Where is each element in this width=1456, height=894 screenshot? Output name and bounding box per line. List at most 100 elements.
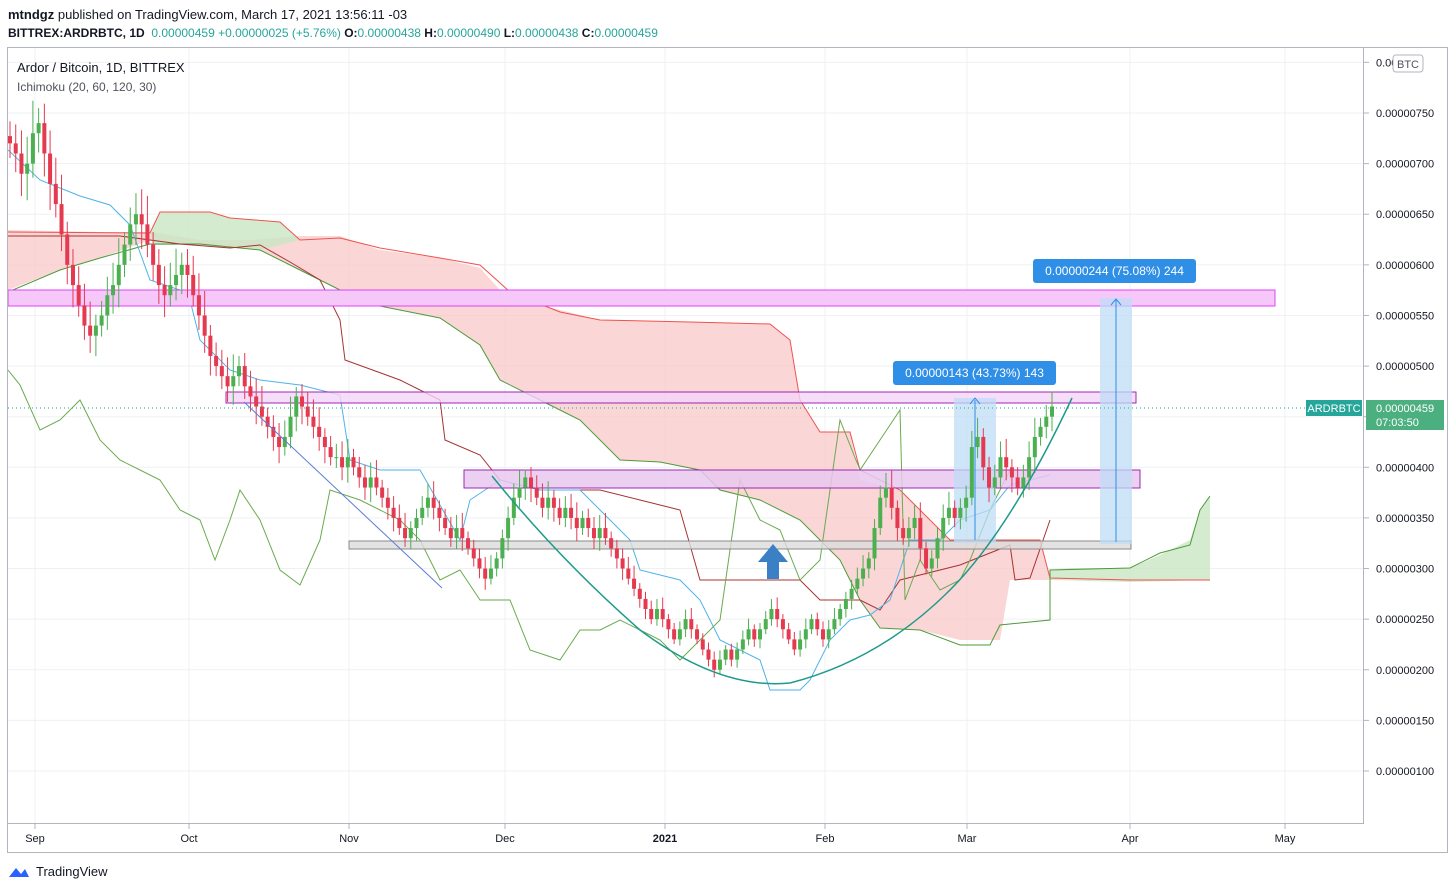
measure-label-2-text: 0.00000244 (75.08%) 244 (1045, 264, 1184, 278)
candle-body (254, 396, 259, 407)
candle-body (1027, 457, 1032, 478)
candle-body (1044, 416, 1049, 427)
measure-label-1: 0.00000143 (43.73%) 143 (893, 361, 1056, 385)
publish-info: published on TradingView.com, March 17, … (57, 7, 408, 22)
candle-body (924, 548, 929, 569)
candle-body (849, 588, 854, 599)
candle-body (111, 285, 116, 296)
candle-body (208, 335, 213, 356)
candle-body (53, 183, 58, 205)
resistance-zone-1 (8, 289, 1276, 307)
candle-body (380, 487, 385, 498)
candle-body (82, 305, 87, 326)
candle-body (403, 528, 408, 539)
footer-brand[interactable]: TradingView (8, 864, 108, 879)
measure-label-1-text: 0.00000143 (43.73%) 143 (905, 366, 1044, 380)
low-label: L: (503, 26, 516, 40)
currency-tag: BTC (1392, 54, 1424, 73)
candle-body (683, 619, 688, 630)
kumo-green-1 (150, 212, 300, 250)
candle-body (328, 447, 333, 458)
rounding-bottom-curve (491, 397, 1073, 685)
candle-body (443, 517, 448, 529)
indicator-legend[interactable]: Ichimoku (20, 60, 120, 30) (17, 80, 157, 94)
candle-body (288, 416, 293, 437)
candle-body (695, 629, 700, 640)
candle-body (70, 264, 75, 286)
candle-body (706, 649, 711, 660)
candle-body (895, 507, 900, 529)
candle-body (809, 619, 814, 630)
candle-body (987, 467, 992, 488)
currency-label: BTC (1397, 59, 1419, 71)
y-tick-label: 0.00000750 (1376, 108, 1434, 120)
candle-body (614, 548, 619, 559)
candle-body (311, 416, 316, 427)
high-label: H: (424, 26, 437, 40)
candle-body (30, 133, 35, 164)
candle-body (769, 609, 774, 620)
candle-body (477, 558, 482, 569)
candle-body (471, 548, 476, 559)
chart-pane[interactable] (7, 47, 1364, 824)
candle-body (981, 436, 986, 468)
candle-body (677, 629, 682, 640)
candle-body (798, 639, 803, 650)
candle-body (529, 477, 533, 488)
x-tick-label: Oct (180, 833, 197, 845)
symbol-tag: ARDRBTC (1307, 403, 1360, 415)
price-axis[interactable] (1364, 47, 1448, 824)
y-tick-label: 0.00000400 (1376, 462, 1434, 474)
candle-body (1015, 477, 1020, 488)
author-name[interactable]: mtndgz (8, 7, 55, 22)
candle-body (500, 538, 505, 559)
y-tick-label: 0.00000600 (1376, 260, 1434, 272)
candle-body (855, 578, 860, 589)
candle-body (729, 649, 734, 660)
y-tick-label: 0.00000150 (1376, 715, 1434, 727)
candle-body (128, 224, 133, 245)
candle-body (574, 517, 579, 529)
candle-body (792, 639, 797, 650)
change-value: +0.00000025 (+5.76%) (218, 26, 341, 40)
candle-body (420, 507, 425, 518)
open-label: O: (344, 26, 358, 40)
candle-body (1038, 426, 1043, 437)
candle-body (517, 487, 522, 498)
candle-body (580, 517, 585, 529)
x-tick-label: Feb (816, 833, 835, 845)
candle-body (946, 507, 951, 518)
candle-body (322, 436, 327, 448)
candle-body (889, 487, 894, 508)
close-value: 0.00000459 (594, 26, 658, 40)
time-axis[interactable] (7, 824, 1448, 853)
candle-body (815, 619, 820, 630)
candle-body (654, 609, 659, 620)
candle-body (717, 659, 722, 670)
close-label: C: (581, 26, 595, 40)
y-tick-label: 0.00000100 (1376, 766, 1434, 778)
x-tick-label: May (1275, 833, 1296, 845)
symbol-label: BITTREX:ARDRBTC, 1D (8, 26, 145, 40)
candle-body (700, 639, 705, 650)
candle-body (116, 264, 121, 286)
candle-body (935, 538, 940, 559)
candle-body (569, 507, 574, 518)
candle-body (466, 538, 471, 549)
candle-body (649, 609, 654, 620)
candle-body (362, 477, 367, 488)
chikou-line (8, 369, 1011, 661)
candle-body (998, 457, 1003, 478)
candle-body (551, 497, 556, 508)
candle-body (603, 528, 608, 539)
candle-body (19, 153, 24, 174)
candle-body (861, 568, 866, 579)
symbol-tag-bg (1306, 400, 1362, 416)
plot-area (8, 48, 1363, 823)
candle-body (214, 355, 219, 367)
candle-body (271, 426, 276, 437)
candle-body (941, 517, 946, 539)
y-tick-label: 0.00000250 (1376, 614, 1434, 626)
candle-body (179, 264, 184, 275)
kumo-green-2 (1050, 496, 1210, 582)
